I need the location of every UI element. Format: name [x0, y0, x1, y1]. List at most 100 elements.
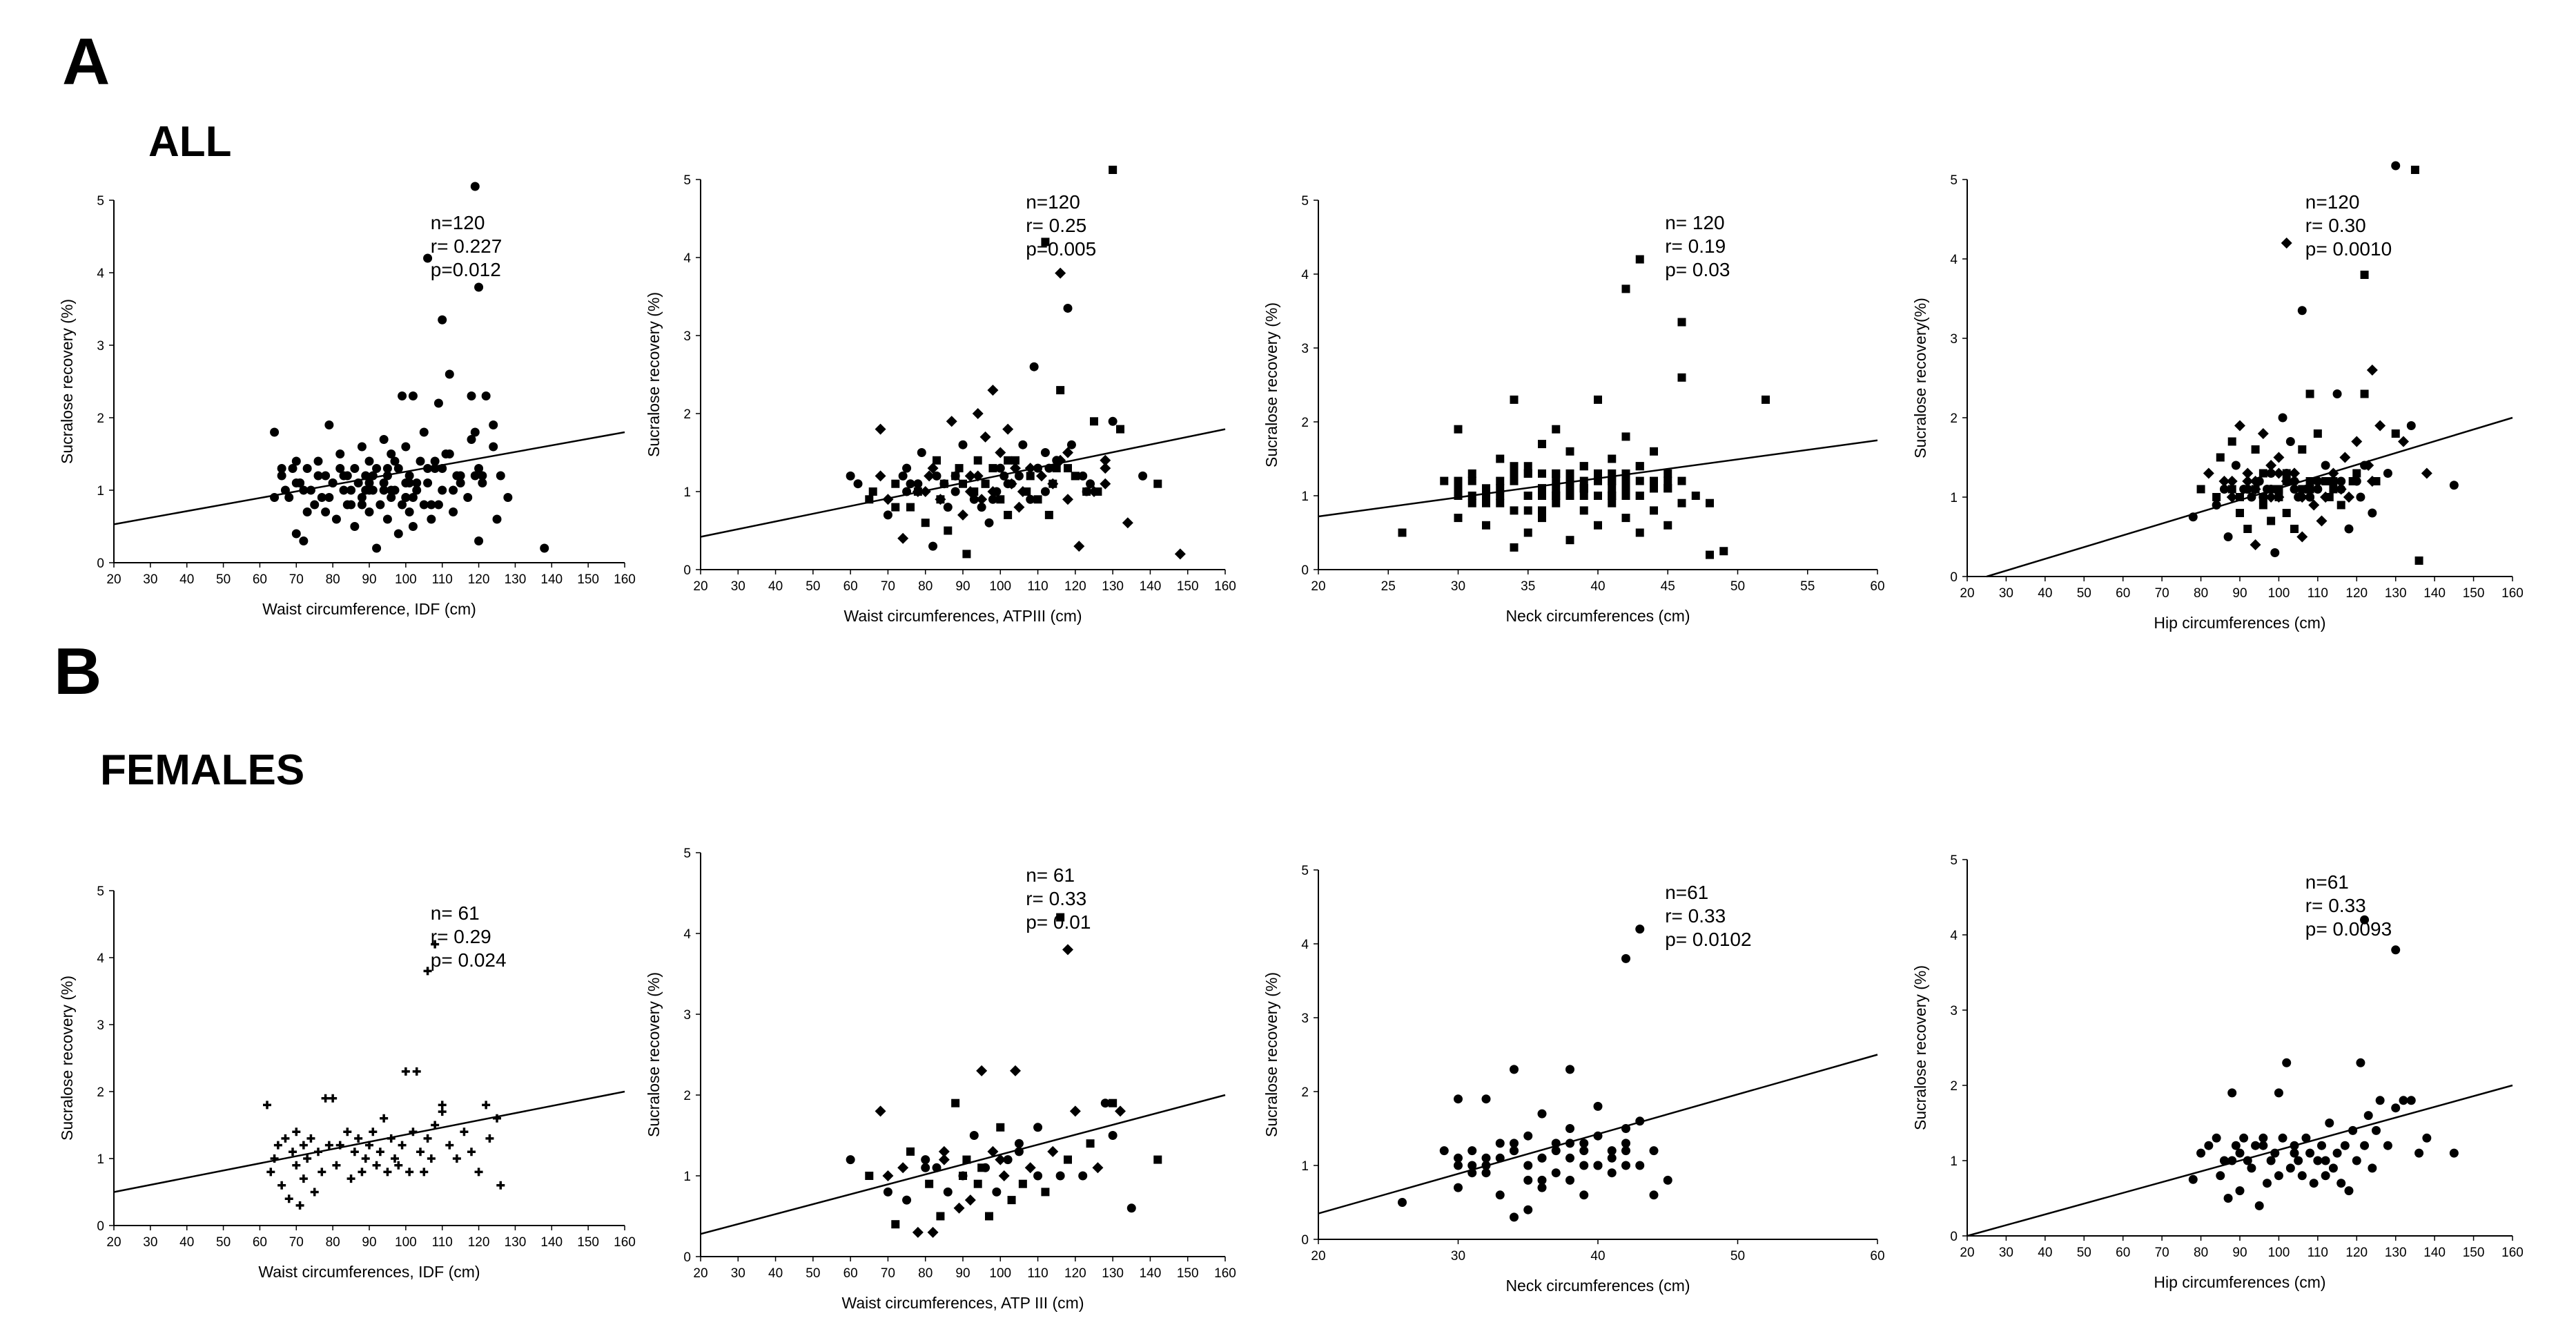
chart5-data-point [1047, 1145, 1059, 1157]
chart1-data-point [891, 503, 900, 512]
chart0-x-tick-label: 100 [395, 572, 417, 587]
chart4-data-point [281, 1134, 290, 1143]
chart4-x-tick-label: 80 [326, 1235, 340, 1250]
chart1-data-point [958, 440, 968, 449]
chart1-x-tick-label: 120 [1064, 579, 1086, 594]
chart0-data-point [398, 391, 407, 400]
chart0-x-tick-label: 60 [253, 572, 267, 587]
chart3-data-point [2258, 492, 2268, 502]
chart2-data-point [1482, 484, 1490, 493]
chart5-data-point [1100, 1098, 1110, 1108]
chart0-data-point [496, 471, 505, 481]
chart1-data-point [1138, 471, 1148, 481]
chart0-data-point [470, 182, 480, 191]
chart3-data-point [2398, 436, 2409, 447]
chart0-x-tick-label: 160 [614, 572, 636, 587]
chart1-stat-annotation: r= 0.25 [1026, 215, 1086, 236]
chart6-data-point [1481, 1168, 1491, 1178]
chart0-data-point [280, 485, 290, 495]
chart1-x-tick-label: 90 [955, 579, 970, 594]
chart2-x-tick-label: 40 [1590, 579, 1605, 594]
chart0-data-point [423, 253, 433, 263]
chart3-data-point [2273, 492, 2285, 503]
chart0-x-tick-label: 110 [432, 572, 453, 587]
chart7-data-point [2263, 1179, 2272, 1188]
chart1-x-tick-label: 30 [731, 579, 745, 594]
chart3-data-point [2278, 413, 2287, 423]
chart3-data-point [2360, 461, 2370, 470]
chart7-x-tick-label: 50 [2077, 1246, 2091, 1260]
chart1-data-point [976, 494, 988, 505]
chart4-data-point [273, 1141, 282, 1150]
chart5-data-point [1010, 1065, 1021, 1076]
chart1-data-point [1004, 456, 1013, 465]
chart2-data-point [1677, 476, 1686, 485]
chart0-data-point [375, 500, 385, 510]
chart5-stat-annotation: r= 0.33 [1026, 888, 1086, 909]
chart2-data-point [1677, 373, 1686, 382]
chart1-x-tick-label: 70 [881, 579, 895, 594]
chart3-data-point [2366, 365, 2378, 376]
chart5-data-point [1055, 1171, 1065, 1181]
chart5-data-point [1115, 1105, 1126, 1117]
chart5-data-point [865, 1172, 874, 1180]
chart3-data-point [2296, 531, 2308, 543]
scatter-all-hip: 20 30 40 50 60 70 80 90 100 110 120 130 140 150 160 0 1 2… [1911, 161, 2524, 632]
chart1-data-point [913, 479, 923, 489]
chart3-data-point [2352, 469, 2361, 478]
chart0-data-point [335, 464, 345, 473]
chart3-data-point [2282, 509, 2291, 517]
chart7-data-point [2258, 1141, 2268, 1150]
chart7-stat-annotation: p= 0.0093 [2305, 918, 2392, 940]
chart6-data-point [1635, 1161, 1645, 1170]
chart0-data-point [357, 500, 367, 510]
chart1-data-point [936, 495, 945, 504]
chart2-data-point [1467, 498, 1476, 507]
chart6-data-point [1607, 1153, 1617, 1163]
chart2-data-point [1565, 476, 1574, 485]
chart7-y-tick-label: 4 [1950, 929, 1958, 943]
chart4-y-tick-label: 4 [97, 951, 104, 966]
chart2-data-point [1496, 454, 1505, 463]
chart0-data-point [412, 478, 422, 487]
chart2-data-point [1635, 528, 1644, 537]
chart7-data-point [2266, 1156, 2276, 1165]
chart2-data-point [1398, 528, 1407, 537]
chart5-data-point [996, 1123, 1005, 1132]
chart5-x-tick-label: 30 [731, 1266, 745, 1281]
chart4-data-point [318, 1168, 326, 1177]
chart2-data-point [1496, 476, 1505, 485]
chart3-data-point [2216, 453, 2225, 462]
chart5-data-point [969, 1131, 979, 1140]
chart0-data-point [433, 398, 443, 408]
chart0-data-point [438, 464, 447, 473]
chart7-data-point [2219, 1156, 2229, 1165]
chart1-data-point [1063, 303, 1073, 313]
chart0-y-axis-label: Sucralose recovery (%) [58, 299, 76, 464]
chart3-data-point [2374, 420, 2386, 432]
chart3-data-point [2316, 515, 2328, 527]
chart0-data-point [350, 464, 360, 473]
chart2-data-point [1663, 484, 1672, 493]
chart3-x-tick-label: 110 [2307, 586, 2328, 601]
chart4-data-point [324, 1141, 333, 1150]
chart5-data-point [998, 1170, 1010, 1181]
chart2-x-tick-label: 60 [1870, 579, 1884, 594]
chart0-data-point [382, 471, 392, 481]
chart5-x-tick-label: 120 [1064, 1266, 1086, 1281]
chart4-x-tick-label: 50 [216, 1235, 231, 1250]
chart7-x-tick-label: 130 [2385, 1246, 2407, 1260]
chart1-data-point [1029, 362, 1039, 371]
chart5-data-point [927, 1226, 939, 1238]
chart3-data-point [2273, 452, 2285, 463]
chart7-y-tick-label: 3 [1950, 1004, 1958, 1018]
chart6-data-point [1510, 1065, 1519, 1074]
chart3-data-point [2212, 501, 2221, 510]
chart7-x-tick-label: 120 [2345, 1246, 2368, 1260]
chart5-data-point [897, 1162, 909, 1174]
chart5-regression-line [700, 1094, 1226, 1235]
chart2-data-point [1762, 395, 1770, 404]
chart3-data-point [2251, 485, 2260, 494]
chart3-data-point [2339, 452, 2351, 463]
chart6-x-tick-label: 30 [1451, 1249, 1465, 1264]
